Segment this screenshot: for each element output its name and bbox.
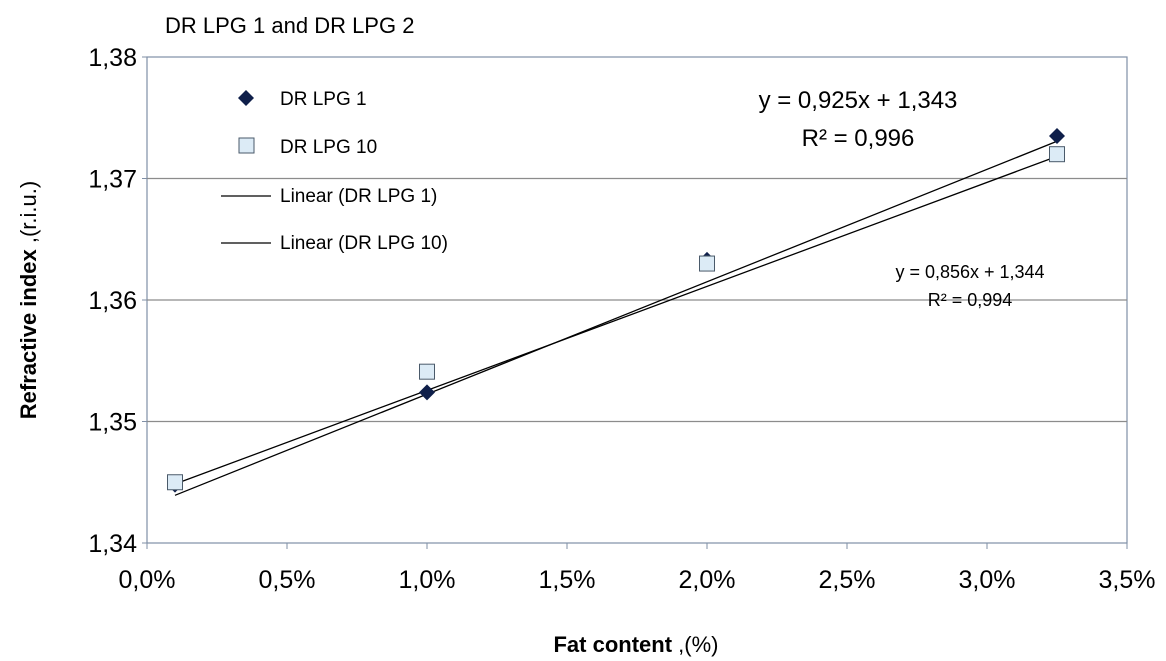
legend-label: DR LPG 1 [280,89,367,110]
trendline-1 [174,140,1058,496]
x-axis-title-main: Fat content [553,632,672,657]
trendline-2 [174,155,1058,485]
y-axis-title: Refractive index ,(r.i.u.) [16,181,41,419]
legend-marker-diamond [238,90,254,106]
data-points [167,127,1065,493]
trendlines [174,140,1058,496]
x-tick-label: 1,0% [399,566,456,594]
trend-r2-2: R² = 0,994 [928,290,1013,310]
x-tick-label: 1,5% [539,566,596,594]
x-axis-title: Fat content ,(%) [553,632,718,657]
y-tick-label: 1,36 [88,287,137,315]
legend-item-dr-lpg-1: DR LPG 1 [238,89,367,110]
trend-equation-1: y = 0,925x + 1,343 [759,87,958,114]
trend-r2-1: R² = 0,996 [802,125,915,152]
legend-label: Linear (DR LPG 10) [280,233,448,254]
x-tick-label: 3,5% [1099,566,1156,594]
x-axis-title-unit: ,(%) [672,632,718,657]
x-tick-label: 2,0% [679,566,736,594]
legend-marker-square [238,137,255,154]
legend-item-dr-lpg-10: DR LPG 10 [238,137,377,158]
x-tick-label: 2,5% [819,566,876,594]
x-tick-label: 0,0% [119,566,176,594]
data-point-diamond [1049,127,1065,144]
y-tick-label: 1,34 [88,530,137,558]
axis-ticks: 1,34 1,35 1,36 1,37 1,38 0,0% 0,5% 1,0% 1,5% 2,0%… [88,44,1155,594]
legend: DR LPG 1 DR LPG 10 Linear (DR LPG 1) Lin… [221,89,448,254]
y-tick-label: 1,38 [88,44,137,72]
y-axis-title-unit: ,(r.i.u.) [16,181,41,249]
legend-label: DR LPG 10 [280,137,377,158]
data-point-square [419,363,435,380]
trend-equation-2: y = 0,856x + 1,344 [895,262,1044,282]
y-tick-label: 1,37 [88,166,137,194]
legend-item-linear-dr-lpg-10: Linear (DR LPG 10) [221,233,448,254]
x-tick-label: 3,0% [959,566,1016,594]
y-axis-title-main: Refractive index [16,248,41,419]
data-point-diamond [419,384,435,401]
legend-label: Linear (DR LPG 1) [280,186,437,207]
data-point-square [167,474,183,491]
data-point-square [1049,146,1065,163]
chart-title: DR LPG 1 and DR LPG 2 [165,13,414,38]
legend-item-linear-dr-lpg-1: Linear (DR LPG 1) [221,186,437,207]
y-tick-label: 1,35 [88,409,137,437]
x-tick-label: 0,5% [259,566,316,594]
data-point-square [699,255,715,272]
